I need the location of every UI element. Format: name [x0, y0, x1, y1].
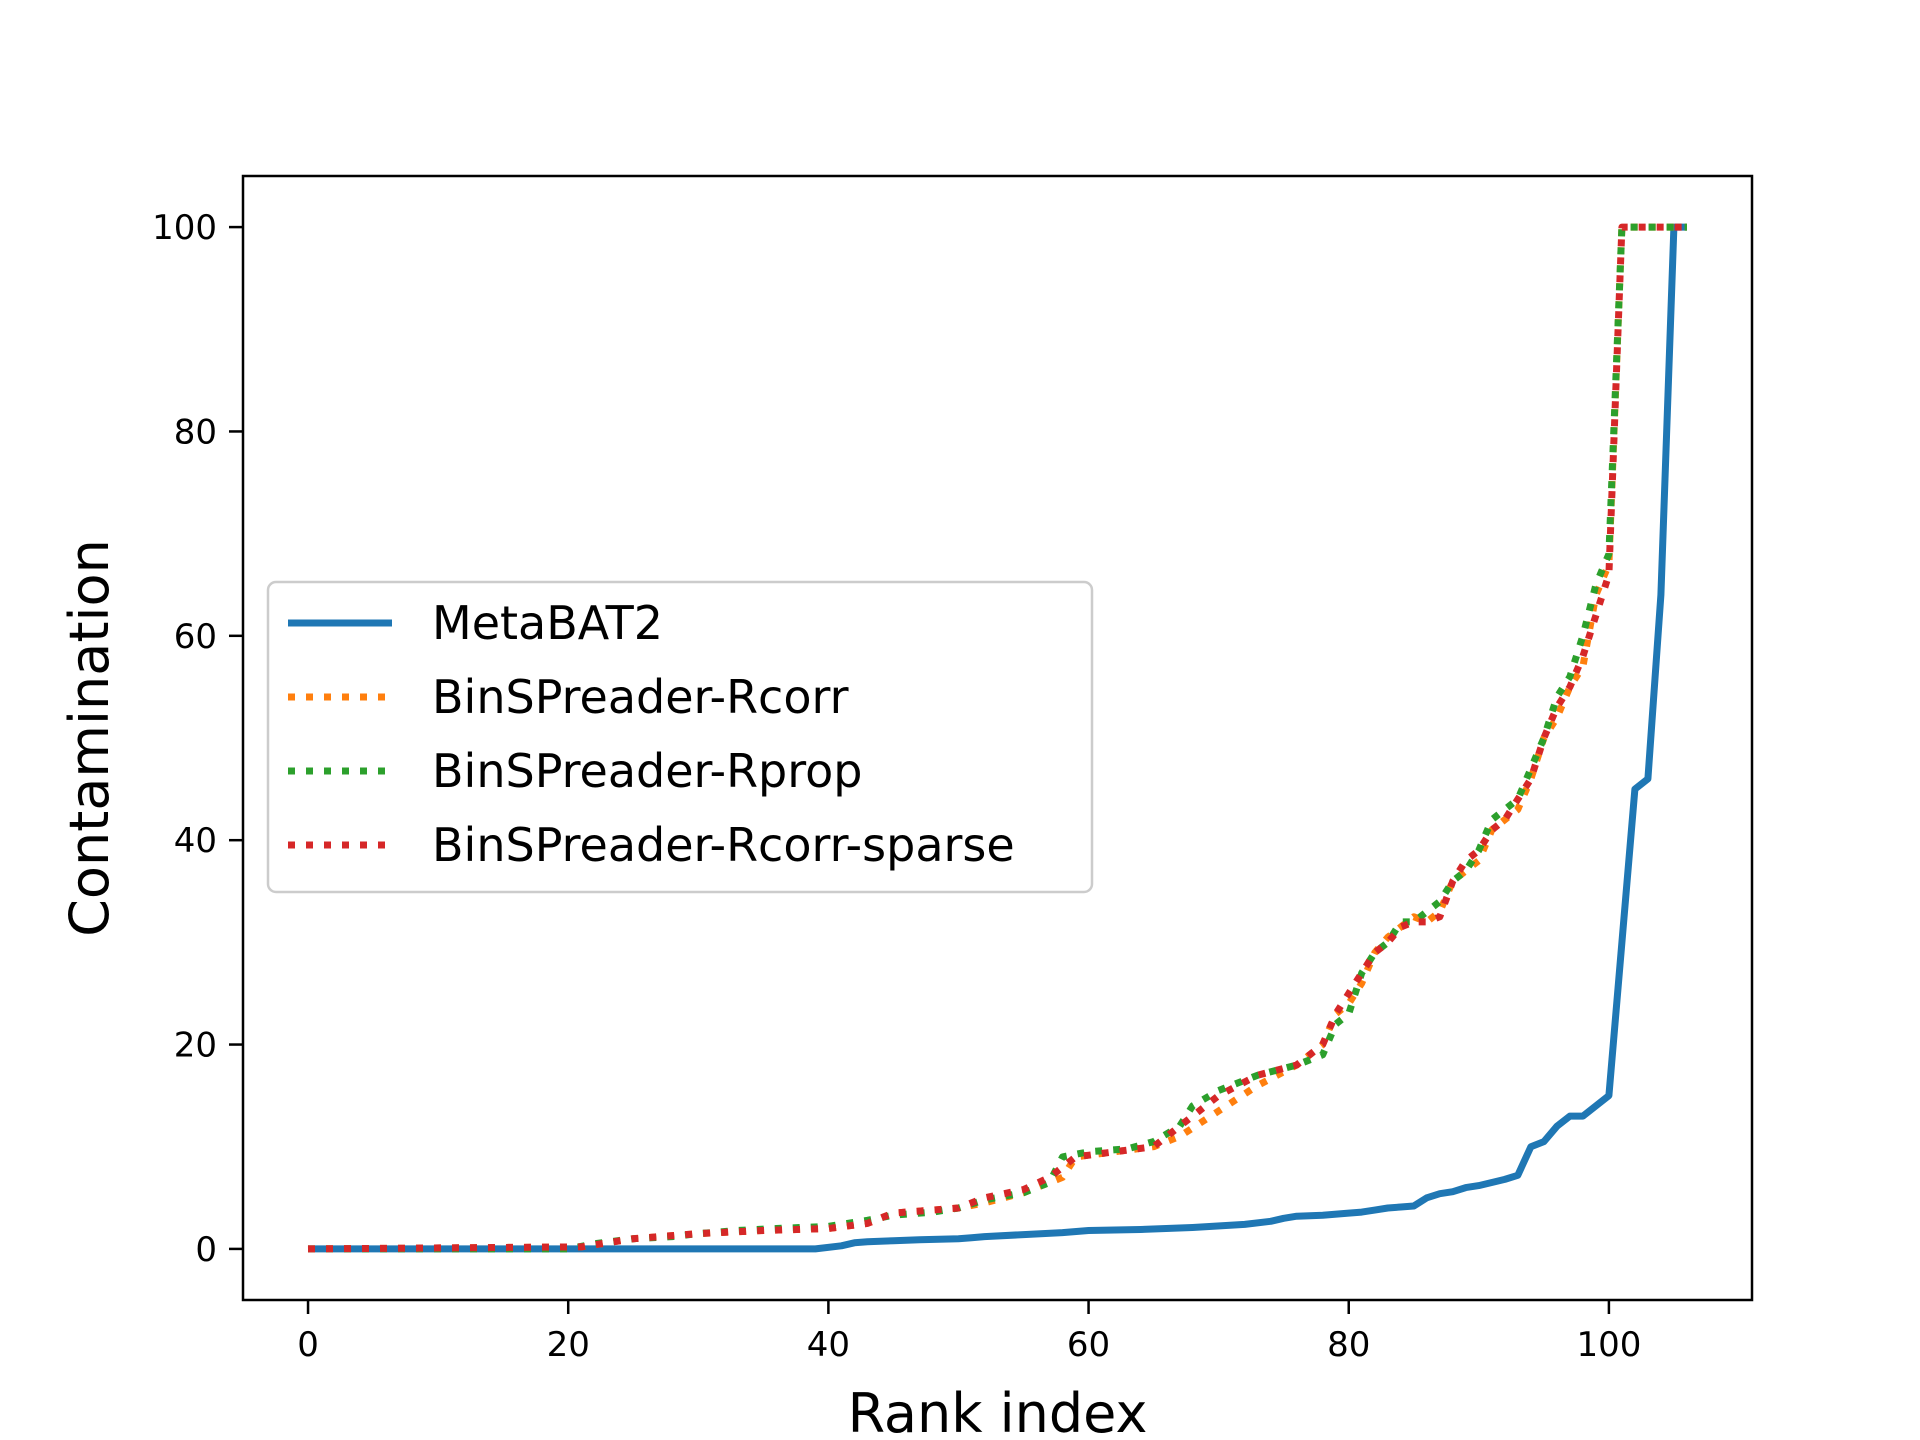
x-tick-label: 80 [1327, 1325, 1370, 1365]
x-tick-label: 0 [297, 1325, 319, 1365]
y-tick-label: 60 [174, 617, 217, 657]
series-layer [307, 223, 1687, 1253]
y-tick-label: 0 [195, 1230, 217, 1270]
x-axis-title: Rank index [848, 1382, 1148, 1440]
y-tick-label: 100 [152, 208, 217, 248]
legend-label: BinSPreader-Rcorr [432, 670, 849, 724]
legend-label: MetaBAT2 [432, 596, 663, 650]
y-tick-label: 20 [174, 1026, 217, 1066]
y-tick-label: 80 [174, 412, 217, 452]
legend: MetaBAT2 BinSPreader-Rcorr BinSPreader-Rpr… [266, 580, 1094, 894]
plot-frame [241, 174, 1754, 1302]
x-tick-label: 60 [1067, 1325, 1110, 1365]
x-tick-label: 40 [807, 1325, 850, 1365]
legend-box [266, 580, 1094, 894]
legend-label: BinSPreader-Rcorr-sparse [432, 818, 1015, 872]
y-tick-label: 40 [174, 821, 217, 861]
ticks-layer: 0 20 40 60 80 100 0 20 40 60 80 100 [152, 208, 1641, 1365]
legend-label: BinSPreader-Rprop [432, 744, 863, 798]
x-tick-label: 20 [547, 1325, 590, 1365]
y-axis-title: Contamination [58, 539, 121, 937]
x-tick-label: 100 [1576, 1325, 1641, 1365]
series-line-1 [308, 223, 1687, 1253]
